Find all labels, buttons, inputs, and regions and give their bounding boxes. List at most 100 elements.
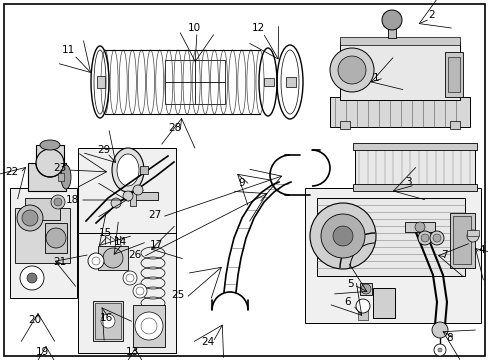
Circle shape (123, 271, 137, 285)
Bar (316, 198, 464, 276)
Text: 11: 11 (61, 45, 75, 55)
Text: 20: 20 (28, 315, 41, 325)
Bar (339, 37, 459, 45)
Circle shape (337, 56, 365, 84)
Circle shape (123, 191, 133, 201)
Circle shape (103, 248, 123, 268)
Bar (285, 77, 295, 87)
Bar (449, 213, 474, 268)
Bar (10, 188, 77, 298)
Bar (449, 121, 459, 129)
Bar (78, 233, 176, 353)
Circle shape (17, 205, 43, 231)
Circle shape (92, 257, 100, 265)
Circle shape (429, 231, 443, 245)
Text: 12: 12 (251, 23, 264, 33)
Text: 10: 10 (187, 23, 200, 33)
Bar (447, 57, 459, 92)
Circle shape (22, 210, 38, 226)
Bar (387, 22, 395, 38)
Circle shape (38, 151, 62, 175)
Bar (15, 208, 70, 263)
Circle shape (466, 230, 478, 242)
Bar (264, 78, 273, 86)
Circle shape (46, 228, 66, 248)
Text: 7: 7 (440, 250, 447, 260)
Circle shape (136, 287, 143, 295)
Ellipse shape (40, 140, 60, 150)
Text: 17: 17 (149, 240, 163, 250)
Bar (164, 60, 224, 104)
Ellipse shape (112, 148, 143, 192)
Text: 6: 6 (344, 297, 350, 307)
Bar (339, 42, 459, 100)
Circle shape (133, 185, 142, 195)
Bar (28, 163, 66, 191)
Circle shape (51, 195, 65, 209)
Circle shape (432, 234, 440, 242)
Bar (130, 192, 136, 206)
Circle shape (420, 234, 428, 242)
Text: 18: 18 (65, 195, 79, 205)
Bar (140, 166, 148, 174)
Circle shape (431, 322, 447, 338)
Bar (98, 246, 128, 270)
Circle shape (126, 274, 134, 282)
Text: 9: 9 (238, 178, 245, 188)
Ellipse shape (117, 154, 139, 186)
Circle shape (320, 214, 364, 258)
Text: 21: 21 (53, 257, 66, 267)
Text: 27: 27 (148, 210, 162, 220)
Bar (444, 52, 462, 97)
Bar (97, 76, 105, 88)
Circle shape (88, 253, 104, 269)
Text: 16: 16 (99, 313, 112, 323)
Text: 19: 19 (35, 347, 48, 357)
Circle shape (417, 231, 431, 245)
Text: 28: 28 (168, 123, 181, 133)
Text: 23: 23 (53, 163, 66, 173)
Ellipse shape (61, 165, 71, 189)
Text: 3: 3 (404, 177, 410, 187)
Bar (404, 222, 434, 232)
Circle shape (360, 284, 370, 294)
Text: 29: 29 (97, 145, 110, 155)
Circle shape (332, 226, 352, 246)
Circle shape (437, 348, 441, 352)
Circle shape (309, 203, 375, 269)
Bar (128, 192, 158, 200)
Bar (466, 230, 478, 236)
Circle shape (111, 198, 121, 208)
Circle shape (133, 284, 147, 298)
Bar (372, 288, 394, 318)
Bar (25, 198, 60, 220)
Bar (352, 143, 476, 150)
Bar (339, 121, 349, 129)
Bar (93, 301, 123, 341)
Text: 26: 26 (128, 250, 142, 260)
Circle shape (329, 48, 373, 92)
Bar (36, 145, 64, 167)
Circle shape (381, 10, 401, 30)
Circle shape (54, 198, 62, 206)
Text: 2: 2 (428, 10, 434, 20)
Circle shape (355, 299, 369, 313)
Circle shape (20, 266, 44, 290)
Bar (133, 305, 164, 347)
Text: 4: 4 (478, 245, 484, 255)
Circle shape (135, 312, 163, 340)
Text: 15: 15 (98, 228, 111, 238)
Bar (329, 97, 469, 127)
Text: 14: 14 (113, 237, 126, 247)
Bar (352, 184, 476, 191)
Text: 13: 13 (125, 347, 138, 357)
Text: 22: 22 (5, 167, 19, 177)
Text: 24: 24 (201, 337, 214, 347)
Bar (305, 188, 480, 323)
Bar (452, 216, 470, 264)
Bar (45, 223, 67, 253)
Circle shape (141, 318, 157, 334)
Bar (58, 173, 64, 181)
Circle shape (36, 149, 64, 177)
Circle shape (414, 222, 424, 232)
